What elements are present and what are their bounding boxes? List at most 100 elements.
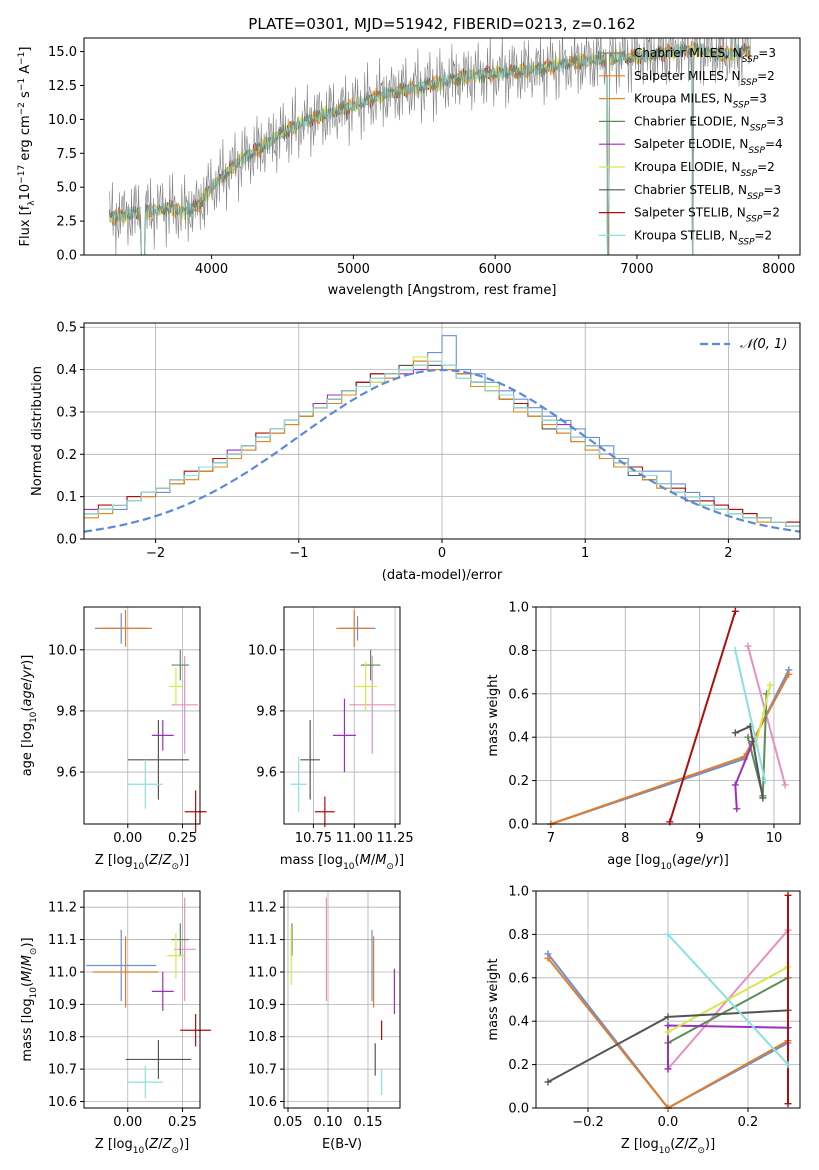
y-tick-label: 9.8 xyxy=(256,704,277,719)
y-tick-label: 12.5 xyxy=(48,79,77,94)
weight-line xyxy=(667,976,789,1044)
plot-frame xyxy=(83,37,801,256)
y-tick-label: 11.0 xyxy=(248,965,277,980)
weight-marker xyxy=(766,681,774,689)
x-tick-label: 11.25 xyxy=(376,831,413,846)
weight-marker xyxy=(731,781,739,789)
weight-line xyxy=(734,741,755,809)
y-tick-label: 2.5 xyxy=(56,215,77,230)
y-tick-label: 0.5 xyxy=(56,321,77,336)
y-tick-label: 0.4 xyxy=(56,363,77,378)
legend-label: Salpeter ELODIE, NSSP=4 xyxy=(634,137,783,156)
y-tick-label: 10.0 xyxy=(48,643,77,658)
weight-marker xyxy=(784,1100,792,1108)
figure-title: PLATE=0301, MJD=51942, FIBERID=0213, z=0… xyxy=(248,15,635,33)
y-axis-label: mass weight xyxy=(486,958,501,1040)
x-tick-label: 0.00 xyxy=(113,1115,142,1130)
x-axis-label: Z [log10(Z/Z⊙)] xyxy=(95,853,189,872)
weight-marker xyxy=(781,781,789,789)
x-tick-label: 9 xyxy=(695,831,703,846)
y-tick-label: 0.4 xyxy=(508,1015,529,1030)
x-axis-label: wavelength [Angstrom, rest frame] xyxy=(328,283,557,298)
x-tick-label: 7000 xyxy=(620,262,653,277)
mass-weight-vs-Z-panel: −0.2 0.0 0.2 0.0 0.2 0.4 0.6 0.8 1.0 Z [log10(Z/Z… xyxy=(486,885,801,1156)
weight-line xyxy=(754,684,772,747)
residuals-panel: −2 −1 0 1 2 0.0 0.1 0.2 0.3 0.4 0.5 (data-model)/er… xyxy=(30,321,801,583)
x-tick-label: −0.2 xyxy=(572,1115,604,1130)
age-vs-mass-panel: 10.75 11.00 11.25 9.6 9.8 10.0 mass [log10(M/M… xyxy=(248,606,414,872)
legend-label: Chabrier STELIB, NSSP=3 xyxy=(634,183,781,202)
legend-label: Kroupa ELODIE, NSSP=2 xyxy=(634,160,775,179)
weight-marker xyxy=(761,777,769,785)
plot-frame xyxy=(83,606,201,825)
x-tick-label: 10 xyxy=(766,831,783,846)
y-tick-label: 7.5 xyxy=(56,147,77,162)
legend: Chabrier MILES, NSSP=3 Salpeter MILES, NS… xyxy=(599,46,784,247)
weight-marker xyxy=(664,1065,672,1073)
y-tick-label: 9.8 xyxy=(56,704,77,719)
y-tick-label: 0.4 xyxy=(508,731,529,746)
x-tick-label: −2 xyxy=(146,546,165,561)
x-tick-label: 1 xyxy=(581,546,589,561)
weight-line xyxy=(734,650,766,781)
y-tick-label: 9.6 xyxy=(56,766,77,781)
x-tick-label: 0.10 xyxy=(314,1115,343,1130)
weight-line xyxy=(550,673,790,825)
x-tick-label: 0.15 xyxy=(354,1115,383,1130)
weight-marker xyxy=(759,794,767,802)
plot-frame xyxy=(283,890,401,1109)
legend-label: 𝒩(0, 1) xyxy=(740,337,787,352)
x-tick-label: 0.05 xyxy=(274,1115,303,1130)
x-tick-label: 0.0 xyxy=(658,1115,679,1130)
weight-marker xyxy=(744,733,752,741)
y-axis-label: age [log10(age/yr)] xyxy=(20,655,39,777)
y-tick-label: 0.0 xyxy=(56,533,77,548)
weight-marker xyxy=(784,1061,792,1069)
y-tick-label: 10.7 xyxy=(48,1063,77,1078)
x-tick-label: 7 xyxy=(547,831,555,846)
normal-curve xyxy=(83,368,801,533)
spectrum-panel: 4000 5000 6000 7000 8000 0.0 2.5 5.0 7.5 10.0 12.5… xyxy=(17,37,801,298)
y-tick-label: 11.1 xyxy=(248,933,277,948)
y-tick-label: 0.2 xyxy=(508,1058,529,1073)
y-axis-label: mass weight xyxy=(486,674,501,756)
y-tick-label: 11.2 xyxy=(48,901,77,916)
weight-marker xyxy=(664,930,672,938)
y-tick-label: 10.6 xyxy=(248,1095,277,1110)
x-tick-label: 2 xyxy=(724,546,732,561)
x-tick-label: 8 xyxy=(621,831,629,846)
plot-frame xyxy=(83,322,801,540)
plot-frame xyxy=(535,890,801,1109)
y-tick-label: 0.3 xyxy=(56,405,77,420)
y-tick-label: 0.2 xyxy=(508,774,529,789)
y-tick-label: 0.8 xyxy=(508,928,529,943)
plot-frame xyxy=(535,606,801,825)
weight-marker xyxy=(664,1013,672,1021)
weight-marker xyxy=(544,1078,552,1086)
y-tick-label: 11.1 xyxy=(48,933,77,948)
x-axis-label: Z [log10(Z/Z⊙)] xyxy=(621,1137,715,1156)
y-tick-label: 10.0 xyxy=(48,113,77,128)
mass-vs-ebv-panel: 0.05 0.10 0.15 10.6 10.7 10.8 10.9 11.0 11.1 11.2… xyxy=(248,890,401,1152)
legend-label: Chabrier MILES, NSSP=3 xyxy=(634,46,776,65)
weight-line xyxy=(667,933,789,1066)
y-axis-label: mass [log10(M/M⊙)] xyxy=(20,937,39,1061)
y-axis-label: Normed distribution xyxy=(30,366,45,496)
weight-marker xyxy=(785,670,793,678)
y-tick-label: 10.8 xyxy=(248,1030,277,1045)
x-axis-label: (data-model)/error xyxy=(382,568,503,583)
weight-marker xyxy=(731,729,739,737)
mass-weight-vs-age-panel: 7 8 9 10 0.0 0.2 0.4 0.6 0.8 1.0 age [log10(age/yr… xyxy=(486,601,801,872)
weight-line xyxy=(668,611,737,823)
y-tick-label: 9.6 xyxy=(256,766,277,781)
y-tick-label: 0.8 xyxy=(508,644,529,659)
y-tick-label: 15.0 xyxy=(48,45,77,60)
y-tick-label: 10.0 xyxy=(248,643,277,658)
x-tick-label: 4000 xyxy=(195,262,228,277)
x-tick-label: 6000 xyxy=(479,262,512,277)
y-tick-label: 10.6 xyxy=(48,1095,77,1110)
y-tick-label: 0.6 xyxy=(508,687,529,702)
y-tick-label: 0.0 xyxy=(508,1102,529,1117)
plot-frame xyxy=(83,890,201,1109)
